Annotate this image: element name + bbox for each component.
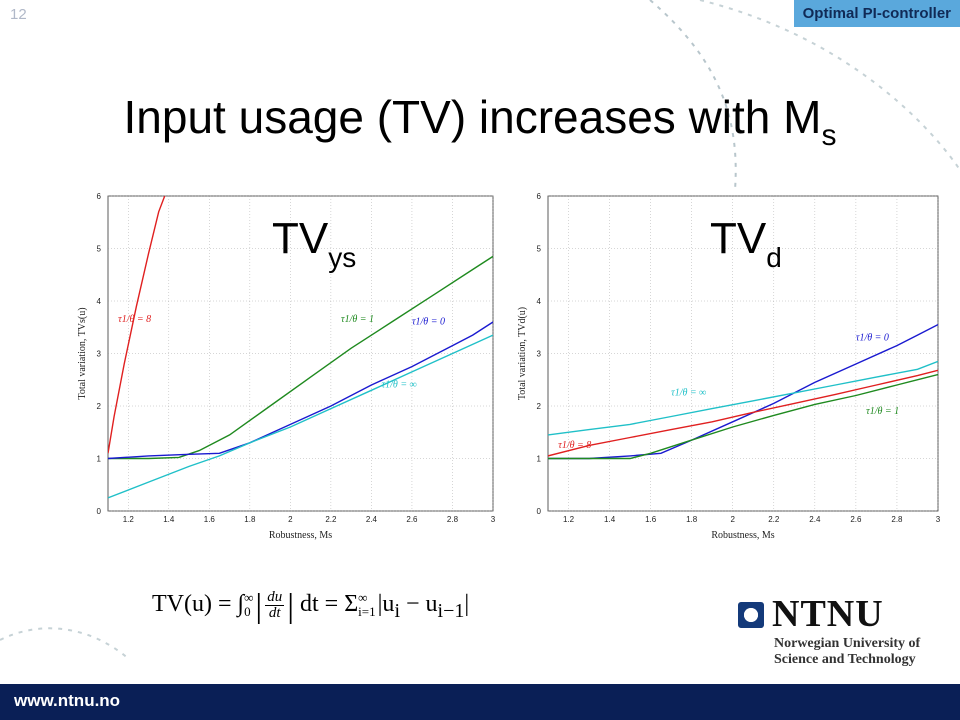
chart0-xtick-label: 2.6 bbox=[406, 515, 418, 524]
chart0-series-annotation: τ1/θ = 1 bbox=[341, 314, 374, 325]
chart0-xtick-label: 2.8 bbox=[447, 515, 459, 524]
formula-minus: − u bbox=[400, 591, 438, 617]
chart0-xtick-label: 2.4 bbox=[366, 515, 378, 524]
chart1-xtick-label: 2.8 bbox=[891, 515, 903, 524]
chart1-ytick-label: 0 bbox=[537, 507, 542, 516]
chart0-xlabel: Robustness, Ms bbox=[269, 530, 332, 541]
chart0-series-line bbox=[108, 196, 166, 454]
formula-sum-limits: ∞ i=1 bbox=[358, 591, 375, 619]
chart0-ytick-label: 2 bbox=[97, 402, 102, 411]
chart1-xtick-label: 2.2 bbox=[768, 515, 780, 524]
chart1-xtick-label: 1.2 bbox=[563, 515, 575, 524]
chart0-xtick-label: 1.6 bbox=[204, 515, 216, 524]
formula-rhs-i1: i−1 bbox=[437, 599, 465, 622]
chart-tv-ys: 1.2 1.4 1.6 1.8 2 2.2 2.4 2.6 2.8 3 0 1 2 3 4 5 6 Robustn… bbox=[77, 192, 496, 541]
formula-frac-den: dt bbox=[268, 604, 281, 621]
chart1-ytick-label: 3 bbox=[537, 350, 542, 359]
formula-sum-upper: ∞ bbox=[358, 590, 368, 606]
chart1-series-annotation: τ1/θ = ∞ bbox=[671, 388, 706, 399]
chart1-ytick-label: 6 bbox=[537, 192, 542, 201]
chart1-ytick-label: 5 bbox=[537, 245, 542, 254]
formula-abs-close: | bbox=[287, 588, 294, 625]
chart-label-tv-ys-sub: ys bbox=[328, 242, 357, 273]
slide-number: 12 bbox=[10, 6, 27, 23]
chart1-series-annotation: τ1/θ = 8 bbox=[558, 440, 591, 451]
chart1-xtick-label: 3 bbox=[936, 515, 941, 524]
chart1-xtick-label: 1.4 bbox=[604, 515, 616, 524]
chart1-series-annotation: τ1/θ = 0 bbox=[856, 332, 889, 343]
formula-sum-lower: i=1 bbox=[358, 604, 376, 620]
ntnu-logo-subtitle: Norwegian University of Science and Techn… bbox=[774, 636, 960, 668]
chart-label-tv-d-main: TV bbox=[710, 214, 767, 263]
formula-lhs: TV(u) = ∫ bbox=[152, 591, 245, 617]
chart-tv-d: 1.2 1.4 1.6 1.8 2 2.2 2.4 2.6 2.8 3 0 1 2 3 4 5 6 Robustn… bbox=[517, 192, 941, 541]
formula-int-lower: 0 bbox=[244, 604, 251, 620]
chart1-series-annotation: τ1/θ = 1 bbox=[866, 406, 899, 417]
chart0-series-line bbox=[108, 321, 493, 460]
chart1-xtick-label: 2 bbox=[731, 515, 736, 524]
ntnu-logo-line2: Science and Technology bbox=[774, 652, 916, 667]
formula-mid: dt = Σ bbox=[300, 591, 359, 617]
chart1-xtick-label: 2.6 bbox=[850, 515, 862, 524]
tv-formula: TV(u) = ∫ ∞ 0 | du dt | dt = Σ ∞ i=1 |ui − ui−1| bbox=[152, 588, 469, 626]
chart0-ytick-label: 4 bbox=[97, 297, 102, 306]
ntnu-logo-name: NTNU bbox=[772, 593, 884, 635]
chart-label-tv-ys-main: TV bbox=[272, 214, 329, 263]
footer-url: www.ntnu.no bbox=[14, 691, 121, 710]
chart0-series-annotation: τ1/θ = ∞ bbox=[382, 380, 417, 391]
ntnu-logo-icon bbox=[738, 602, 764, 628]
slide-title-main: Input usage (TV) increases with M bbox=[123, 91, 822, 143]
chart0-ytick-label: 0 bbox=[97, 507, 102, 516]
chart-label-tv-ys: TVys bbox=[272, 214, 356, 274]
chart1-xtick-label: 1.8 bbox=[686, 515, 698, 524]
slide-title-subscript: s bbox=[821, 119, 837, 152]
chart0-ytick-label: 6 bbox=[97, 192, 102, 201]
chart-label-tv-d-sub: d bbox=[766, 242, 782, 273]
formula-rhs-i: i bbox=[394, 599, 400, 622]
chart1-series-line bbox=[548, 369, 938, 457]
formula-rhs: |u bbox=[377, 591, 395, 617]
chart0-xtick-label: 1.4 bbox=[163, 515, 175, 524]
chart1-xtick-label: 1.6 bbox=[645, 515, 657, 524]
chart1-series-line bbox=[548, 360, 938, 436]
chart1-ytick-label: 4 bbox=[537, 297, 542, 306]
formula-end: | bbox=[464, 591, 470, 617]
chart0-xtick-label: 2.2 bbox=[325, 515, 337, 524]
chart0-series-line bbox=[108, 334, 493, 499]
chart0-series-annotation: τ1/θ = 0 bbox=[412, 317, 445, 328]
chart1-series-line bbox=[548, 373, 938, 460]
chart1-ylabel: Total variation, TVd(u) bbox=[517, 307, 528, 400]
chart0-xtick-label: 3 bbox=[491, 515, 496, 524]
chart0-ytick-label: 1 bbox=[97, 455, 102, 464]
chart0-ytick-label: 3 bbox=[97, 350, 102, 359]
chart0-xtick-label: 2 bbox=[288, 515, 293, 524]
chart0-xtick-label: 1.8 bbox=[244, 515, 256, 524]
formula-frac-num: du bbox=[265, 588, 285, 606]
chart0-ytick-label: 5 bbox=[97, 245, 102, 254]
formula-abs-open: | bbox=[255, 588, 263, 625]
formula-integral-limits: ∞ 0 bbox=[244, 591, 253, 619]
chart0-series-line bbox=[108, 255, 493, 460]
chart0-ylabel: Total variation, TVs(u) bbox=[77, 307, 88, 399]
ntnu-logo-line1: Norwegian University of bbox=[774, 636, 921, 651]
formula-int-upper: ∞ bbox=[244, 590, 254, 606]
footer-bar: www.ntnu.no bbox=[0, 684, 960, 720]
chart1-xlabel: Robustness, Ms bbox=[711, 530, 774, 541]
chart1-ytick-label: 1 bbox=[537, 455, 542, 464]
chart0-xtick-label: 1.2 bbox=[123, 515, 135, 524]
chart1-xtick-label: 2.4 bbox=[809, 515, 821, 524]
chart1-ytick-label: 2 bbox=[537, 402, 542, 411]
section-tag: Optimal PI-controller bbox=[793, 0, 960, 27]
chart-label-tv-d: TVd bbox=[710, 214, 782, 274]
chart0-series-annotation: τ1/θ = 8 bbox=[118, 314, 151, 325]
slide-title: Input usage (TV) increases with Ms bbox=[0, 90, 960, 153]
formula-fraction: du dt bbox=[265, 588, 285, 621]
